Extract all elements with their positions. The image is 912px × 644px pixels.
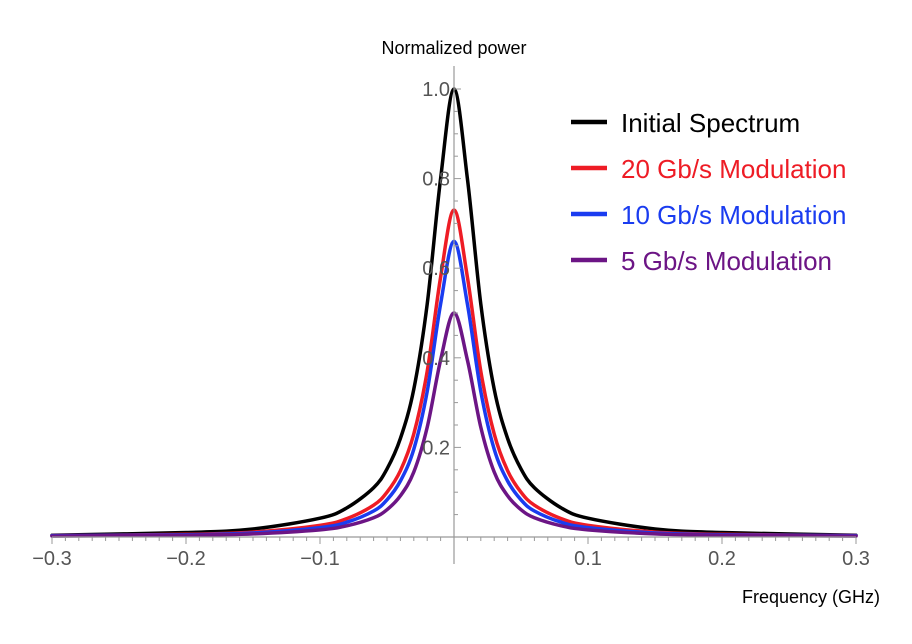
y-tick-label: 0.4 [422, 348, 450, 370]
legend-label: Initial Spectrum [621, 108, 800, 138]
x-tick-label: 0.1 [574, 548, 602, 570]
legend-label: 10 Gb/s Modulation [621, 200, 846, 230]
legend-item: 20 Gb/s Modulation [571, 154, 846, 184]
y-tick-label: 1.0 [422, 79, 450, 101]
legend-label: 20 Gb/s Modulation [621, 154, 846, 184]
legend-item: 10 Gb/s Modulation [571, 200, 846, 230]
axes [52, 66, 856, 564]
y-tick-label: 0.2 [422, 437, 450, 459]
x-tick-label: 0.3 [842, 548, 870, 570]
legend-item: 5 Gb/s Modulation [571, 246, 832, 276]
x-tick-label: −0.1 [300, 548, 339, 570]
x-axis-title: Frequency (GHz) [742, 587, 880, 607]
y-axis-title: Normalized power [381, 38, 526, 58]
legend: Initial Spectrum 20 Gb/s Modulation 10 Gb/… [571, 108, 846, 276]
y-ticks: 0.2 0.4 0.6 0.8 1.0 [422, 79, 461, 516]
x-tick-label: −0.3 [32, 548, 71, 570]
y-tick-label: 0.8 [422, 169, 450, 191]
legend-item: Initial Spectrum [571, 108, 800, 138]
y-tick-label: 0.6 [422, 258, 450, 280]
x-tick-label: −0.2 [166, 548, 205, 570]
x-tick-label: 0.2 [708, 548, 736, 570]
x-ticks: −0.3 −0.2 −0.1 0.1 0.2 0.3 [32, 537, 870, 570]
legend-label: 5 Gb/s Modulation [621, 246, 832, 276]
